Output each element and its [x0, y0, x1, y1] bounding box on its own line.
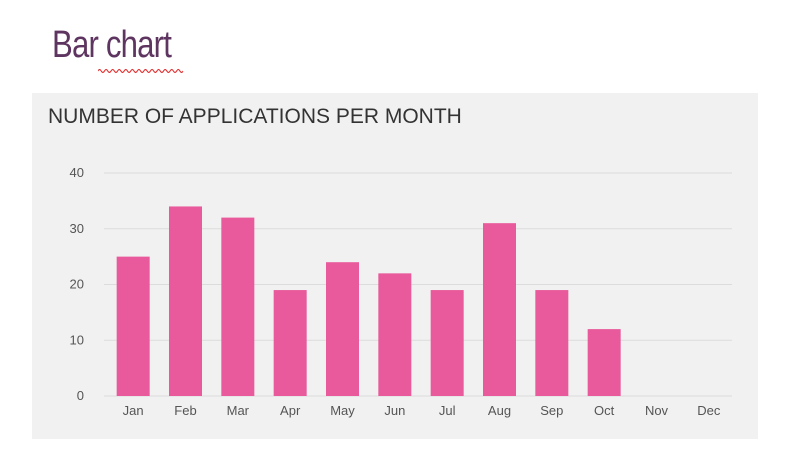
x-tick-label-aug: Aug: [488, 403, 511, 418]
bar-jul: [430, 290, 464, 396]
bar-may: [326, 262, 359, 396]
bar-chart: 0 10 20 30 40 Jan Feb Mar Apr May Jun Jul Aug Sep Oct N…: [70, 165, 732, 418]
bar-aug: [483, 223, 516, 396]
x-tick-label-feb: Feb: [174, 403, 196, 418]
x-tick-label-nov: Nov: [645, 403, 669, 418]
x-tick-label-jan: Jan: [123, 403, 144, 418]
x-tick-label-jun: Jun: [384, 403, 405, 418]
y-tick-label: 0: [77, 388, 84, 403]
x-tick-label-jul: Jul: [439, 403, 456, 418]
spellcheck-underline: [97, 68, 184, 74]
bar-jun: [378, 273, 412, 396]
y-tick-label: 30: [70, 221, 84, 236]
slide-title: Bar chart: [52, 24, 184, 74]
x-tick-label-sep: Sep: [540, 403, 563, 418]
y-tick-label: 20: [70, 277, 84, 292]
bar-apr: [273, 290, 307, 396]
y-tick-label: 40: [70, 165, 84, 180]
slide-title-text: Bar chart: [52, 24, 172, 66]
chart-title: NUMBER OF APPLICATIONS PER MONTH: [48, 105, 462, 128]
bar-sep: [535, 290, 569, 396]
bar-feb: [169, 206, 202, 396]
x-tick-label-oct: Oct: [594, 403, 615, 418]
x-tick-label-apr: Apr: [280, 403, 301, 418]
bar-jan: [116, 256, 150, 396]
chart-panel: NUMBER OF APPLICATIONS PER MONTH 0 10 20 30…: [32, 93, 758, 439]
x-tick-label-dec: Dec: [697, 403, 721, 418]
x-tick-label-mar: Mar: [227, 403, 250, 418]
bar-mar: [221, 217, 255, 396]
bar-oct: [587, 329, 621, 396]
x-tick-label-may: May: [330, 403, 355, 418]
y-tick-label: 10: [70, 332, 84, 347]
